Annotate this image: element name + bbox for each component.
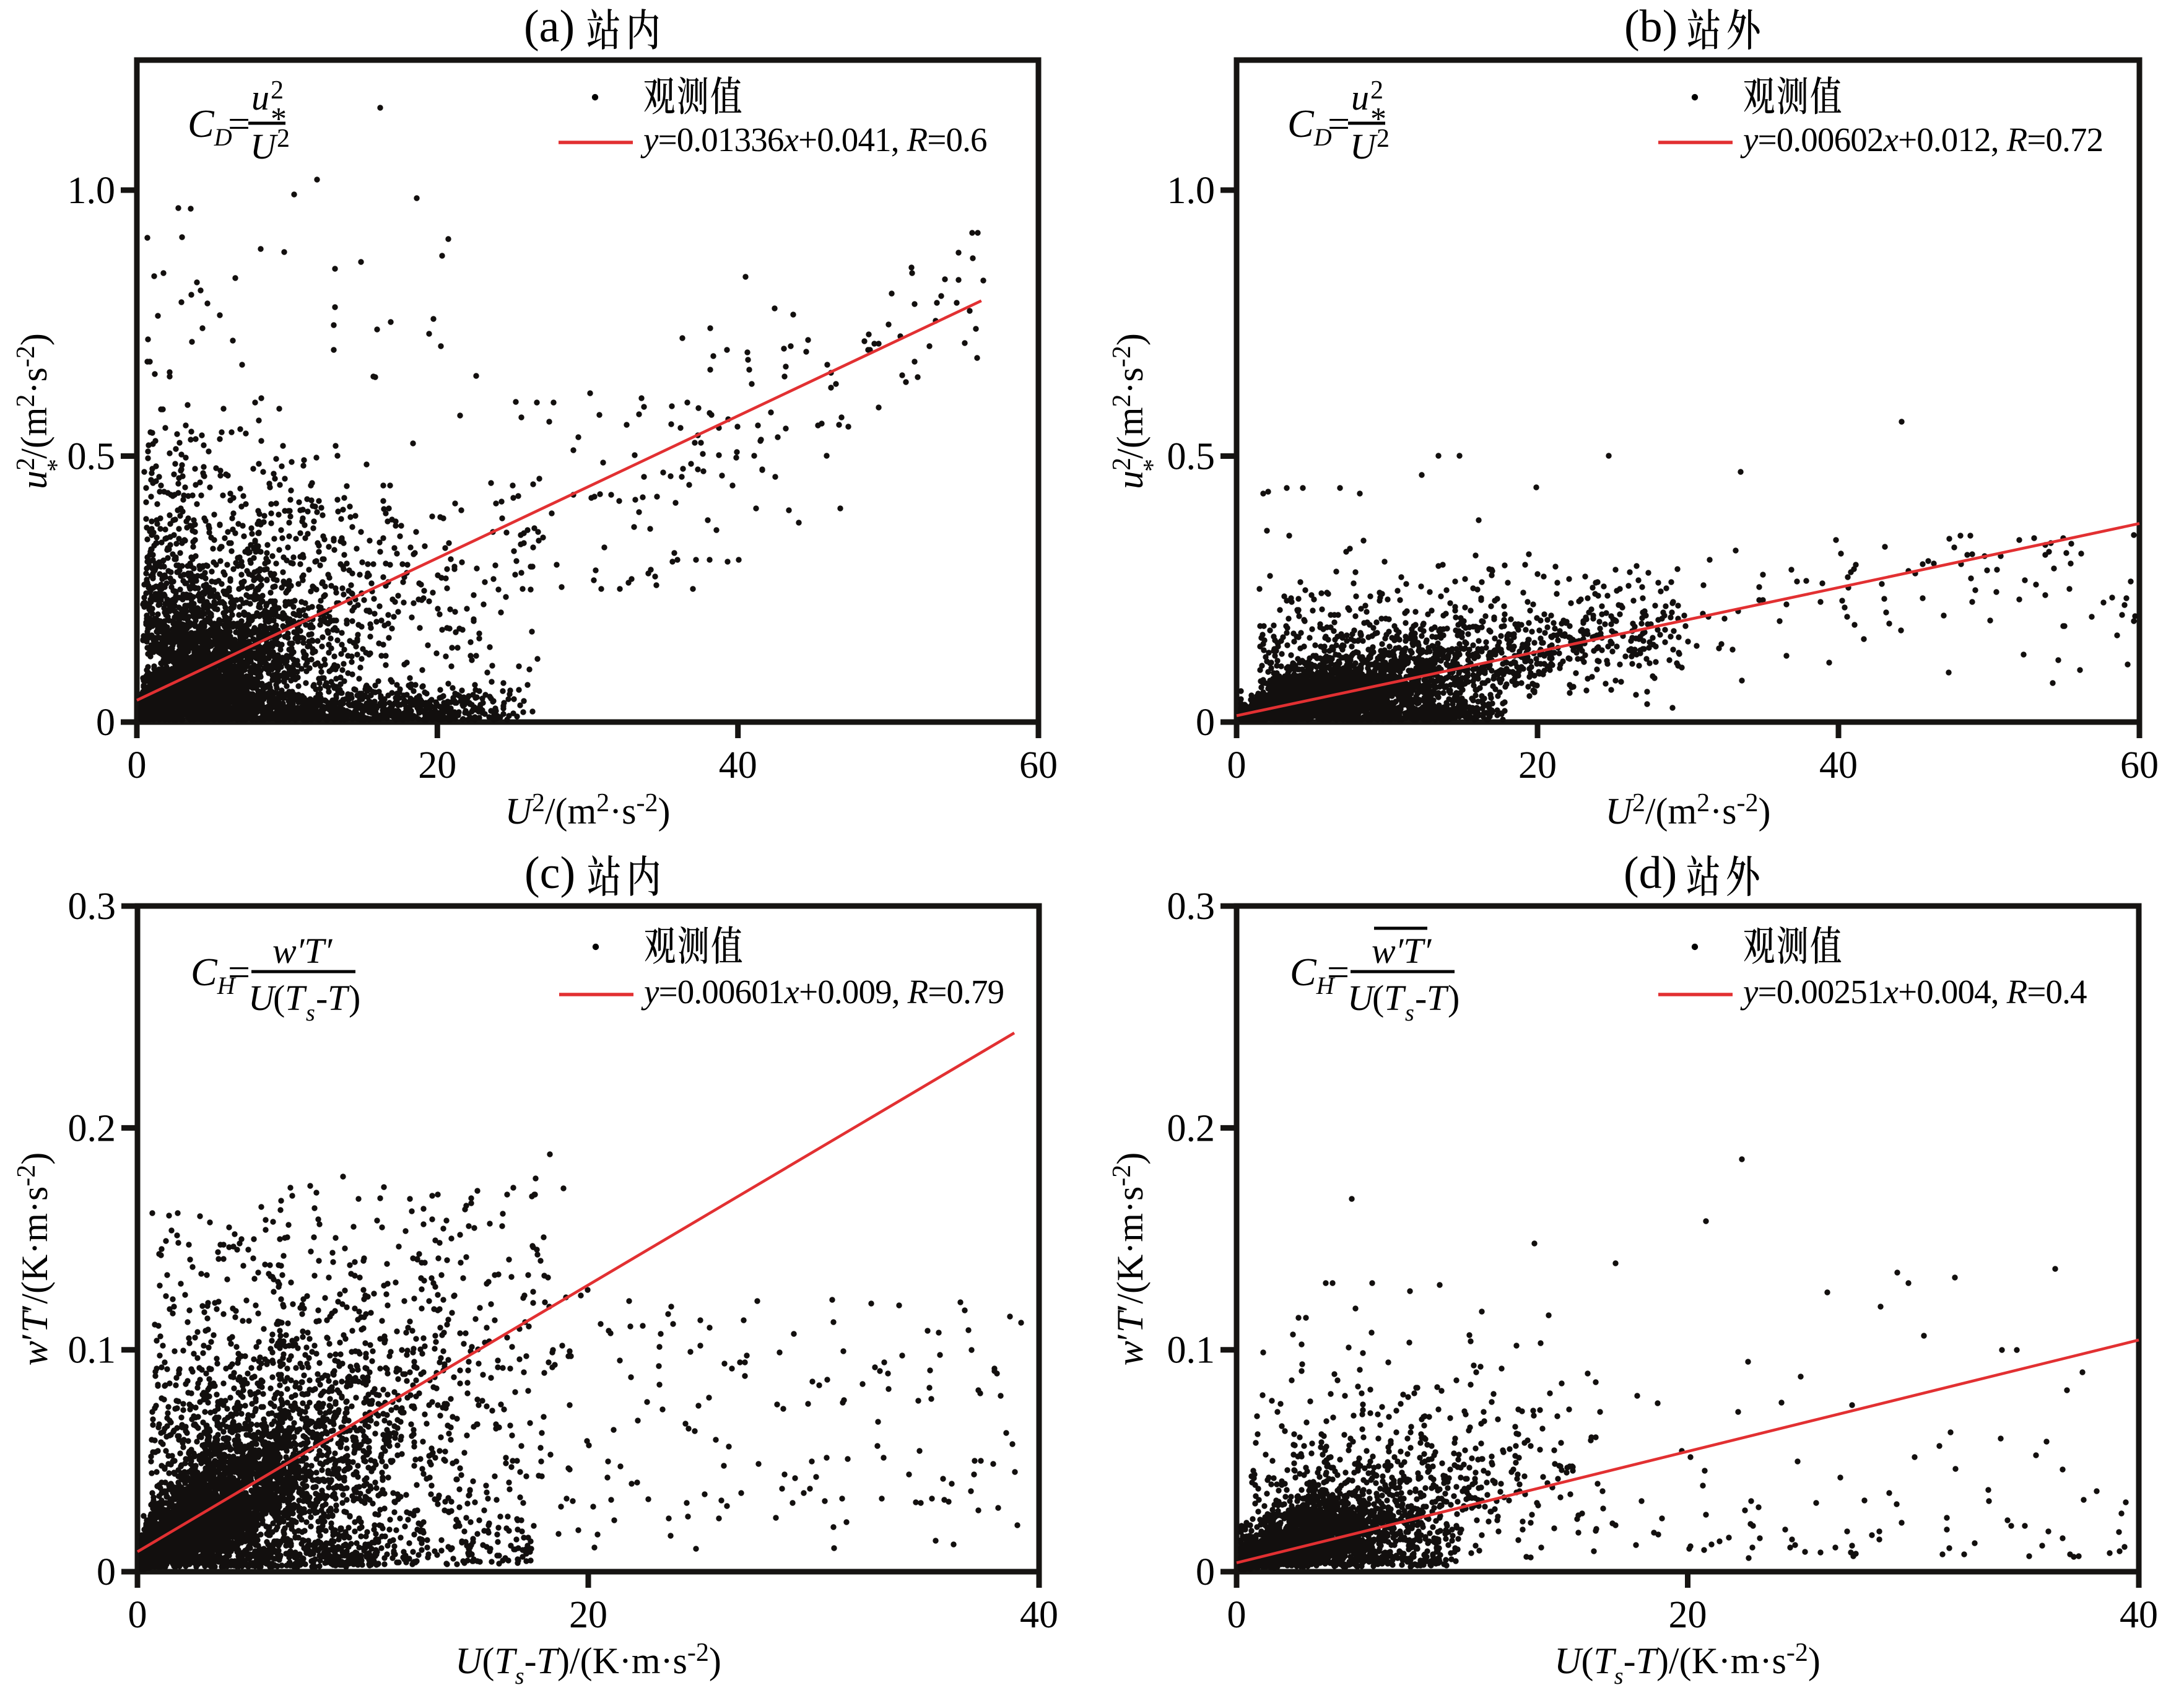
svg-text:w′T′/(K·m·s-2​): w′T′/(K·m·s-2​) xyxy=(1108,1152,1151,1366)
svg-text:CH: CH xyxy=(191,950,237,999)
svg-text:1.0: 1.0 xyxy=(67,170,116,212)
svg-text:U: U xyxy=(1347,978,1376,1018)
svg-text:(a): (a) xyxy=(524,1,575,52)
svg-text:y=0.00602x+0.012, R=0.72: y=0.00602x+0.012, R=0.72 xyxy=(1740,121,2103,159)
svg-text:(c): (c) xyxy=(524,848,575,899)
svg-text:T: T xyxy=(328,978,350,1018)
svg-text:0: 0 xyxy=(128,744,147,786)
svg-text:40: 40 xyxy=(1819,744,1858,786)
svg-text:0.5: 0.5 xyxy=(67,436,116,478)
svg-text:0: 0 xyxy=(97,1551,116,1593)
svg-text:-: - xyxy=(316,978,328,1018)
svg-text:u2*/(m2​·s-2​): u2*/(m2​·s-2​) xyxy=(12,333,71,489)
svg-text:20: 20 xyxy=(1669,1594,1707,1636)
svg-text:=: = xyxy=(228,950,250,994)
svg-text:u: u xyxy=(251,77,269,118)
svg-text:y=0.00251x+0.004, R=0.4: y=0.00251x+0.004, R=0.4 xyxy=(1740,973,2087,1011)
svg-text:0: 0 xyxy=(1227,1594,1246,1636)
svg-text:U(Ts-T)/(K·m·s-2​): U(Ts-T)/(K·m·s-2​) xyxy=(1554,1639,1821,1689)
svg-text:(b): (b) xyxy=(1624,1,1677,52)
svg-text:0: 0 xyxy=(1227,744,1246,786)
svg-text:(: ( xyxy=(273,978,285,1018)
svg-text:0: 0 xyxy=(1196,702,1215,744)
svg-text:60: 60 xyxy=(2120,744,2159,786)
svg-text:0: 0 xyxy=(96,702,115,744)
svg-text:0.1: 0.1 xyxy=(1167,1330,1216,1372)
svg-text:0.3: 0.3 xyxy=(68,886,116,928)
svg-text:40: 40 xyxy=(719,744,757,786)
svg-text:*: * xyxy=(271,102,287,137)
svg-text:20: 20 xyxy=(1518,744,1557,786)
svg-text:1.0: 1.0 xyxy=(1167,170,1216,212)
svg-text:2: 2 xyxy=(271,76,284,105)
svg-text:0.1: 0.1 xyxy=(68,1330,116,1372)
svg-text:0.2: 0.2 xyxy=(68,1107,116,1149)
svg-text:=: = xyxy=(1327,950,1349,994)
svg-text:=: = xyxy=(228,102,250,146)
svg-text:60: 60 xyxy=(1019,744,1058,786)
svg-text:*: * xyxy=(1370,102,1386,137)
svg-text:2: 2 xyxy=(1370,76,1383,105)
svg-text:T: T xyxy=(285,978,307,1018)
svg-text:T: T xyxy=(1427,978,1449,1018)
svg-text:CD: CD xyxy=(188,102,232,151)
svg-text:s: s xyxy=(306,1000,315,1026)
svg-text:): ) xyxy=(1448,978,1460,1018)
svg-text:2: 2 xyxy=(1377,124,1390,153)
svg-text:2: 2 xyxy=(277,124,290,153)
svg-text:(d): (d) xyxy=(1624,848,1677,899)
svg-text:40: 40 xyxy=(1020,1594,1058,1636)
svg-text:u: u xyxy=(1351,77,1369,118)
svg-text:40: 40 xyxy=(2120,1594,2158,1636)
svg-text:-: - xyxy=(1415,978,1427,1018)
svg-text:CH: CH xyxy=(1290,950,1336,999)
svg-text:w′T′: w′T′ xyxy=(1372,931,1432,971)
svg-text:U: U xyxy=(1350,126,1378,167)
svg-text:(: ( xyxy=(1372,978,1384,1018)
svg-text:0.5: 0.5 xyxy=(1167,436,1216,478)
svg-text:U: U xyxy=(250,126,279,167)
svg-text:0.2: 0.2 xyxy=(1167,1107,1216,1149)
svg-text:y=0.01336x+0.041, R=0.6: y=0.01336x+0.041, R=0.6 xyxy=(640,121,987,159)
svg-text:w′T′/(K·m·s-2​): w′T′/(K·m·s-2​) xyxy=(12,1152,55,1366)
svg-text:0: 0 xyxy=(128,1594,147,1636)
svg-text:=: = xyxy=(1328,102,1350,146)
svg-text:T: T xyxy=(1384,978,1406,1018)
svg-text:20: 20 xyxy=(418,744,456,786)
svg-text:w′T′: w′T′ xyxy=(272,931,333,971)
svg-text:0.3: 0.3 xyxy=(1167,886,1216,928)
svg-text:): ) xyxy=(349,978,360,1018)
svg-text:y=0.00601x+0.009, R=0.79: y=0.00601x+0.009, R=0.79 xyxy=(641,973,1004,1011)
svg-text:U: U xyxy=(248,978,277,1018)
svg-text:20: 20 xyxy=(569,1594,607,1636)
svg-text:U(Ts-T)/(K·m·s-2​): U(Ts-T)/(K·m·s-2​) xyxy=(455,1639,721,1689)
svg-text:s: s xyxy=(1405,1000,1414,1026)
svg-text:0: 0 xyxy=(1196,1551,1215,1593)
